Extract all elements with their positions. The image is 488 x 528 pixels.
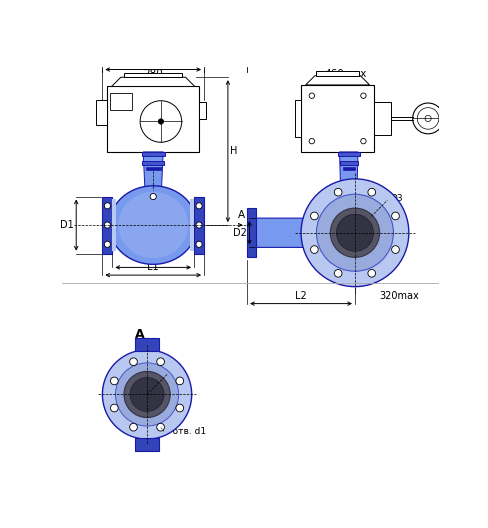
Bar [373, 102, 390, 135]
Circle shape [130, 378, 163, 411]
Text: A: A [238, 211, 244, 221]
Bar [110, 92, 131, 110]
Circle shape [367, 188, 375, 196]
Text: D3: D3 [169, 363, 182, 372]
Text: 460max: 460max [324, 69, 366, 79]
Polygon shape [339, 152, 357, 206]
Circle shape [308, 138, 314, 144]
Circle shape [104, 203, 110, 209]
Circle shape [110, 404, 118, 412]
Circle shape [150, 193, 156, 200]
Circle shape [391, 212, 399, 220]
Circle shape [158, 119, 163, 124]
Circle shape [301, 179, 408, 287]
Circle shape [104, 222, 110, 228]
Circle shape [360, 138, 366, 144]
Polygon shape [143, 152, 163, 202]
Circle shape [110, 377, 118, 385]
Circle shape [129, 423, 137, 431]
Text: n отв. d: n отв. d [325, 186, 361, 195]
Circle shape [424, 115, 430, 121]
Circle shape [102, 350, 191, 439]
Bar [190, 199, 194, 251]
Circle shape [329, 208, 379, 257]
Bar [142, 161, 163, 165]
Circle shape [104, 241, 110, 248]
Bar [194, 196, 203, 253]
Circle shape [196, 241, 202, 248]
Circle shape [157, 423, 164, 431]
Text: L2: L2 [295, 290, 306, 300]
Circle shape [308, 93, 314, 98]
Bar [294, 100, 301, 137]
Circle shape [176, 377, 183, 385]
Bar [123, 73, 182, 77]
Text: A: A [134, 327, 144, 341]
Text: D1: D1 [60, 220, 74, 230]
Text: 320max: 320max [379, 290, 418, 300]
Bar [199, 102, 205, 119]
Circle shape [176, 404, 183, 412]
Circle shape [157, 358, 164, 365]
Text: 280: 280 [143, 69, 163, 79]
Bar [135, 438, 159, 451]
Bar [145, 167, 161, 171]
Circle shape [367, 269, 375, 277]
Bar [301, 85, 373, 152]
Circle shape [412, 103, 443, 134]
Text: L: L [150, 254, 156, 265]
Circle shape [334, 269, 341, 277]
Polygon shape [256, 218, 313, 248]
Bar [107, 87, 199, 152]
Circle shape [310, 246, 318, 253]
Ellipse shape [109, 186, 197, 265]
Bar [337, 152, 359, 156]
Circle shape [123, 371, 170, 418]
Bar [342, 167, 354, 171]
Circle shape [196, 222, 202, 228]
Circle shape [115, 363, 178, 426]
Circle shape [196, 203, 202, 209]
Circle shape [316, 194, 393, 271]
Text: D3: D3 [389, 194, 402, 203]
Circle shape [140, 101, 182, 142]
Polygon shape [305, 76, 369, 85]
Text: L1: L1 [147, 262, 159, 272]
Ellipse shape [118, 192, 188, 258]
Bar [316, 71, 358, 76]
Bar [102, 196, 112, 253]
Circle shape [360, 93, 366, 98]
Bar [246, 208, 256, 257]
Bar [96, 100, 107, 125]
Bar [135, 338, 159, 351]
Text: n отв. d1: n отв. d1 [163, 427, 205, 436]
Text: D2: D2 [233, 228, 246, 238]
Circle shape [129, 358, 137, 365]
Circle shape [391, 246, 399, 253]
Bar [112, 199, 116, 251]
Circle shape [334, 188, 341, 196]
Bar [339, 161, 357, 165]
Circle shape [310, 212, 318, 220]
Circle shape [336, 214, 373, 251]
Text: DN: DN [319, 244, 335, 260]
Polygon shape [111, 77, 194, 87]
Bar [142, 152, 164, 156]
Text: H: H [230, 146, 237, 156]
